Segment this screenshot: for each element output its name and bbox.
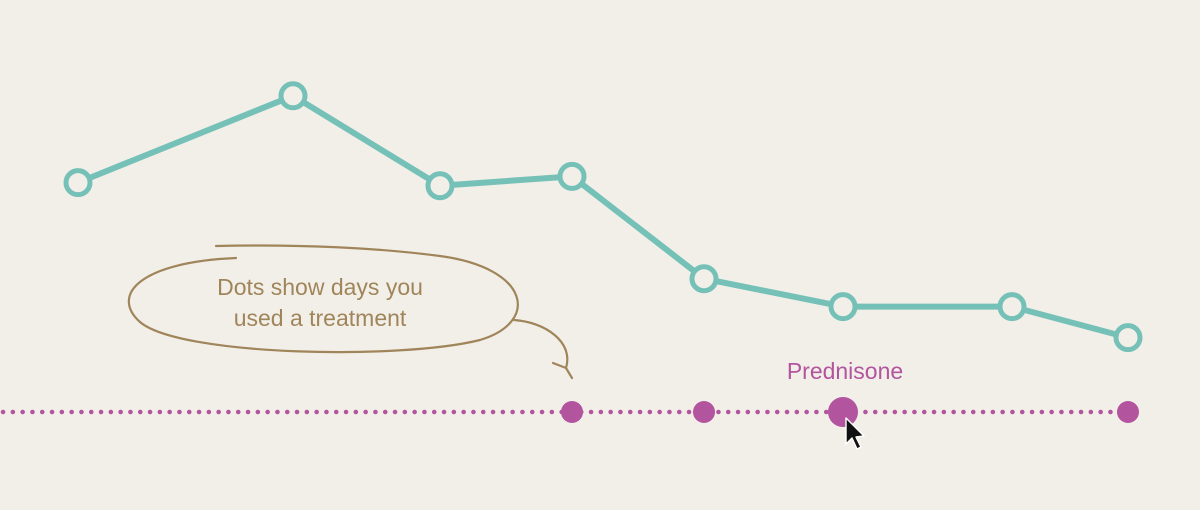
treatment-day-dot-8[interactable]	[1117, 401, 1139, 423]
data-point-3[interactable]	[425, 171, 455, 201]
treatment-day-dot-4[interactable]	[561, 401, 583, 423]
treatment-name-label: Prednisone	[786, 358, 904, 384]
data-point-7[interactable]	[997, 292, 1027, 322]
data-point-2[interactable]	[278, 81, 308, 111]
arrow-pointer-icon	[845, 417, 865, 450]
annotation-callout	[127, 244, 574, 380]
data-point-8[interactable]	[1113, 323, 1143, 353]
data-point-6[interactable]	[828, 292, 858, 322]
symptom-series	[63, 81, 1143, 353]
annotation-line-1: Dots show days you	[217, 274, 423, 300]
callout-tail-arrow	[512, 318, 574, 380]
callout-ellipse	[127, 244, 519, 354]
data-point-4[interactable]	[557, 161, 587, 191]
annotation-text: Dots show days you used a treatment	[180, 272, 460, 334]
treatment-day-dot-6[interactable]	[828, 397, 858, 427]
treatment-day-dot-5[interactable]	[693, 401, 715, 423]
series-line	[76, 92, 1129, 341]
treatment-track	[0, 397, 1139, 427]
data-point-5[interactable]	[689, 264, 719, 294]
data-point-1[interactable]	[63, 168, 93, 198]
annotation-line-2: used a treatment	[233, 305, 407, 331]
